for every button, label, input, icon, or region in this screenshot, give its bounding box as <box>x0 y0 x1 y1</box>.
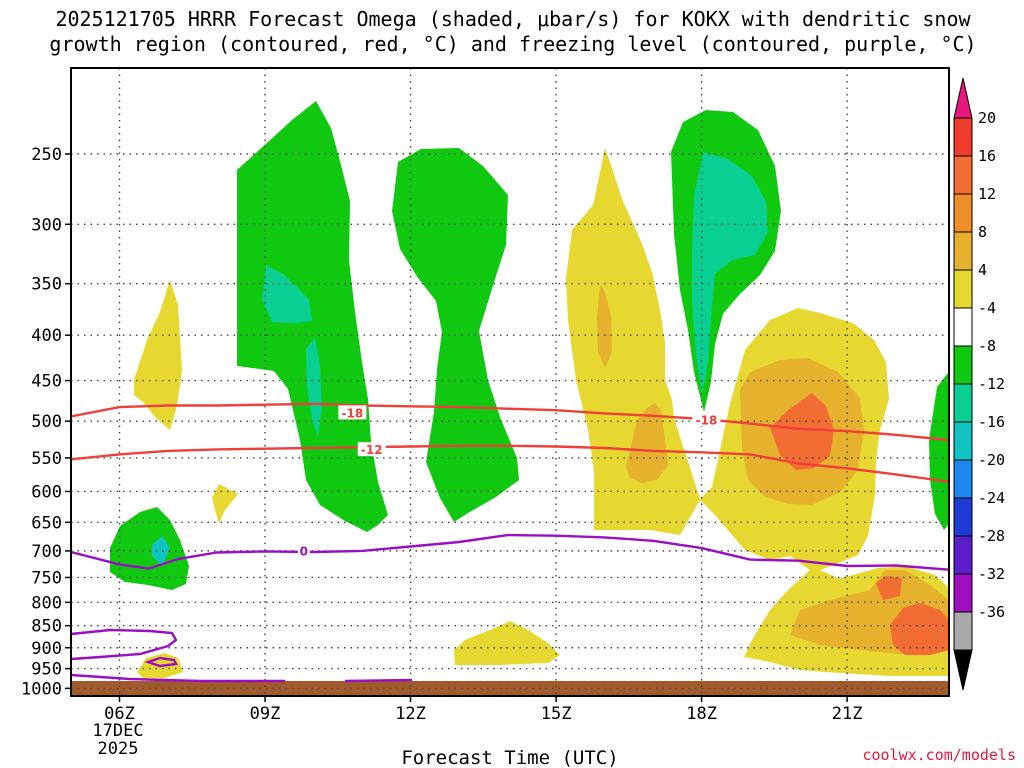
descent-region-0630z-upper <box>134 280 182 430</box>
colorbar-label-20: 20 <box>978 109 996 127</box>
chart-title-line-2: growth region (contoured, red, °C) and f… <box>49 32 976 56</box>
date-label-day: 17DEC <box>92 721 143 741</box>
ascent-region-0930z <box>237 101 388 532</box>
ascent-region-edge <box>929 371 949 530</box>
ascent-core-0630z <box>152 536 170 566</box>
x-tick-label-09Z: 09Z <box>250 704 281 724</box>
plot-frame <box>70 67 950 697</box>
descent-core-2150z-orange <box>876 576 902 600</box>
x-tick-label-21Z: 21Z <box>832 704 863 724</box>
minus-12-isotherm-line <box>71 444 949 483</box>
colorbar-label--16: -16 <box>978 413 1005 431</box>
colorbar-label--36: -36 <box>978 603 1005 621</box>
colorbar-label--24: -24 <box>978 489 1005 507</box>
colorbar-bin-12 <box>953 535 973 575</box>
contour-label-bg-1 <box>357 442 386 457</box>
colorbar-bin-7 <box>953 345 973 385</box>
colorbar-label--12: -12 <box>978 375 1005 393</box>
y-tick-label-1000: 1000 <box>21 679 62 699</box>
colorbar-label--32: -32 <box>978 565 1005 583</box>
colorbar-bin-11 <box>953 497 973 537</box>
contour-label-bg-3 <box>692 412 721 427</box>
chart-title-line-1: 2025121705 HRRR Forecast Omega (shaded, … <box>55 7 971 31</box>
descent-region-0730z <box>212 484 238 523</box>
y-tick-label-300: 300 <box>31 215 62 235</box>
credit-link[interactable]: coolwx.com/models <box>862 746 1016 764</box>
ascent-core-1000z-a <box>262 265 312 323</box>
colorbar-label-8: 8 <box>978 223 987 241</box>
colorbar-bin-14 <box>953 611 973 651</box>
freezing-level-line <box>71 533 949 571</box>
colorbar-bin-4 <box>953 231 973 271</box>
contour-label-bg-2 <box>297 543 310 558</box>
colorbar-bin-1 <box>953 117 973 157</box>
colorbar-label--28: -28 <box>978 527 1005 545</box>
colorbar-bin-10 <box>953 459 973 499</box>
y-tick-label-550: 550 <box>31 449 62 469</box>
colorbar-label--4: -4 <box>978 299 996 317</box>
grid-lines <box>71 68 949 696</box>
omega-shading <box>71 101 949 696</box>
colorbar-label--8: -8 <box>978 337 996 355</box>
colorbar-bin-2 <box>953 155 973 195</box>
freezing-level-low-contour-1 <box>144 656 178 668</box>
colorbar-bin-8 <box>953 383 973 423</box>
x-axis: 06Z 09Z 12Z 15Z 18Z 21Z <box>104 696 862 724</box>
descent-core-2230z-inner <box>890 603 949 655</box>
x-tick-label-15Z: 15Z <box>541 704 572 724</box>
contour-labels: -18 -12 0 -18 <box>297 405 721 558</box>
colorbar-bin-5 <box>953 269 973 309</box>
descent-core-1700z <box>626 403 668 483</box>
descent-region-1400z <box>454 621 560 665</box>
freezing-level-low-contour-2 <box>71 673 285 683</box>
ascent-core-1000z-b <box>306 338 322 437</box>
x-tick-label-18Z: 18Z <box>686 704 717 724</box>
colorbar-bottom-arrow <box>953 649 973 691</box>
x-tick-label-06Z: 06Z <box>104 704 135 724</box>
y-tick-label-650: 650 <box>31 513 62 533</box>
contour-label-minus-12-isotherm: -12 <box>361 443 383 457</box>
colorbar-top-arrow <box>953 77 973 119</box>
colorbar-label-16: 16 <box>978 147 996 165</box>
descent-core-1600z <box>597 285 612 368</box>
colorbar-label-12: 12 <box>978 185 996 203</box>
y-tick-label-500: 500 <box>31 412 62 432</box>
date-label-year: 2025 <box>98 739 139 759</box>
freezing-level-low-contour-3 <box>344 678 413 683</box>
contour-label-bg-0 <box>338 405 367 420</box>
y-tick-label-700: 700 <box>31 542 62 562</box>
y-tick-label-900: 900 <box>31 639 62 659</box>
y-axis: 2503003504004505005506006507007508008509… <box>21 145 71 699</box>
x-axis-label: Forecast Time (UTC) <box>401 747 618 768</box>
contour-label-minus-18-isotherm: -18 <box>696 413 718 427</box>
y-tick-label-750: 750 <box>31 568 62 588</box>
contour-label-minus-18-isotherm: -18 <box>342 406 364 420</box>
descent-core-2000z-inner <box>770 393 834 470</box>
ground-terrain <box>71 681 949 696</box>
y-tick-label-600: 600 <box>31 482 62 502</box>
y-tick-label-950: 950 <box>31 660 62 680</box>
colorbar-bin-6 <box>953 307 973 347</box>
y-tick-label-400: 400 <box>31 326 62 346</box>
y-tick-label-450: 450 <box>31 372 62 392</box>
ascent-region-0630z <box>110 507 189 590</box>
colorbar-bin-13 <box>953 573 973 613</box>
colorbar-label--20: -20 <box>978 451 1005 469</box>
y-tick-label-800: 800 <box>31 593 62 613</box>
minus-18-isotherm-line <box>71 402 949 442</box>
colorbar: 20 16 12 8 4 -4 -8 -12 -16 -20 -24 -28 -32 -36 <box>953 77 1005 691</box>
y-tick-label-250: 250 <box>31 145 62 165</box>
y-tick-label-850: 850 <box>31 617 62 637</box>
colorbar-bin-9 <box>953 421 973 461</box>
contour-lines <box>71 402 949 683</box>
contour-label-freezing-level: 0 <box>300 544 308 558</box>
ascent-core-1800z <box>692 152 768 395</box>
freezing-level-low-contour-0 <box>71 628 178 661</box>
colorbar-label-4: 4 <box>978 261 987 279</box>
x-tick-label-12Z: 12Z <box>395 704 426 724</box>
y-tick-label-350: 350 <box>31 275 62 295</box>
colorbar-bin-3 <box>953 193 973 233</box>
